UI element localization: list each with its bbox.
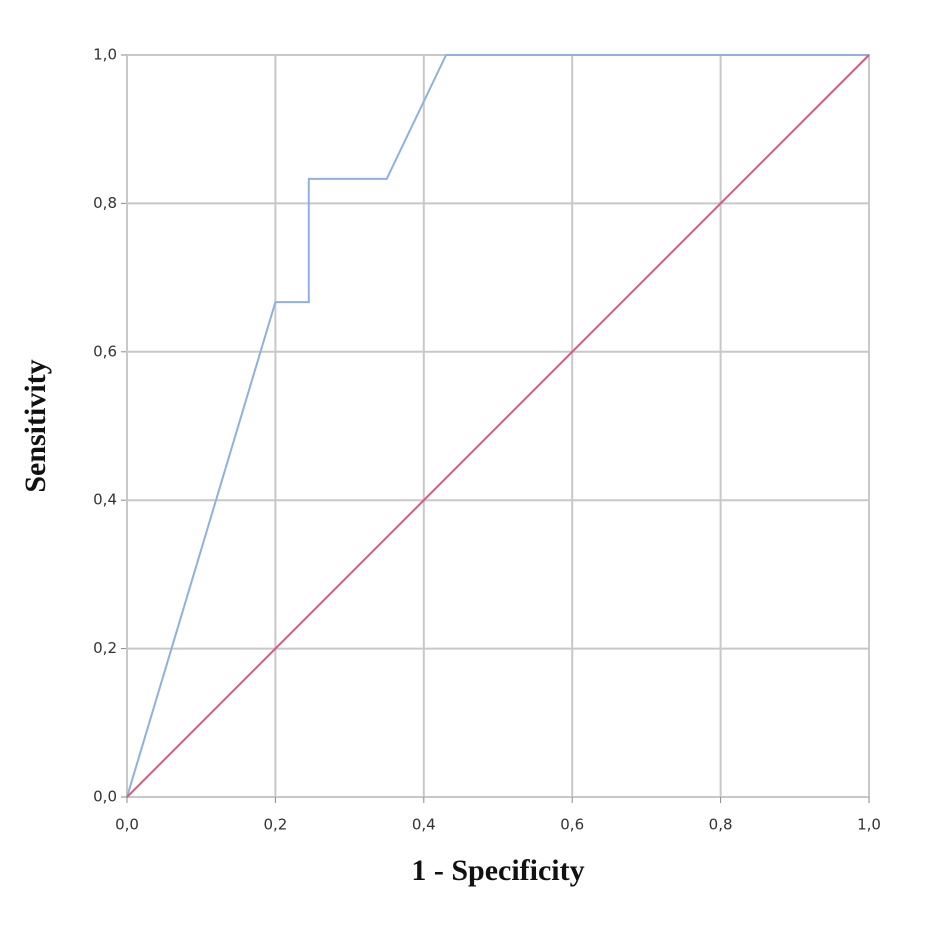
- x-tick-label: 0,2: [263, 816, 287, 834]
- x-tick-label: 0,4: [412, 816, 436, 834]
- y-axis-title: Sensitivity: [19, 359, 52, 492]
- y-tick-label: 0,2: [93, 639, 117, 657]
- y-tick-label: 0,6: [93, 342, 117, 360]
- x-tick-label: 1,0: [857, 816, 881, 834]
- x-tick-label: 0,0: [115, 816, 139, 834]
- x-tick-label: 0,8: [709, 816, 733, 834]
- line: [126, 54, 869, 798]
- line: [126, 54, 870, 798]
- y-tick-label: 1,0: [93, 46, 117, 64]
- x-axis-title: 1 - Specificity: [411, 854, 584, 887]
- y-tick-label: 0,0: [93, 788, 117, 806]
- x-tick-label: 0,6: [560, 816, 584, 834]
- y-tick-label: 0,8: [93, 194, 117, 212]
- y-tick-label: 0,4: [93, 491, 117, 509]
